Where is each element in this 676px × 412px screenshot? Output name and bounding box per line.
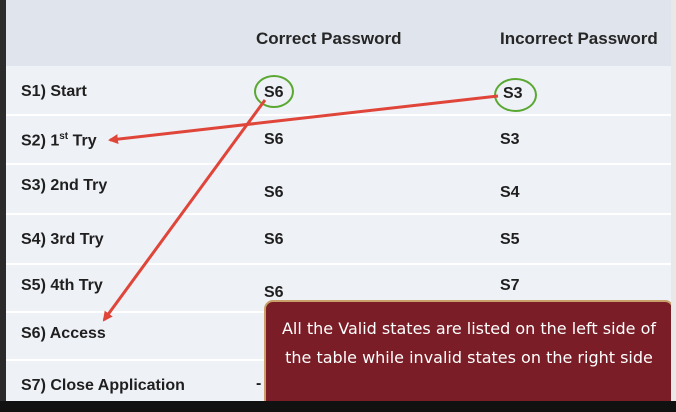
right-border [671, 0, 676, 412]
table-header: Correct Password Incorrect Password [6, 0, 671, 66]
callout-box: All the Valid states are listed on the l… [264, 300, 674, 412]
state-label: S6) Access [21, 325, 106, 342]
state-label: S5) 4th Try [21, 277, 103, 294]
header-correct-password: Correct Password [256, 29, 402, 48]
state-label: S3) 2nd Try [21, 177, 108, 194]
state-label: S7) Close Application [21, 377, 185, 394]
header-incorrect-password: Incorrect Password [500, 29, 658, 48]
state-label: S2) 1st Try [21, 131, 97, 150]
state-label: S4) 3rd Try [21, 231, 104, 248]
correct-cell: S6 [264, 131, 284, 148]
bottom-border [0, 401, 676, 412]
incorrect-cell: S5 [500, 231, 520, 248]
left-border [0, 0, 6, 412]
arrow-to-first-try [108, 94, 499, 145]
correct-cell: S6 [264, 184, 284, 201]
table-row-s4: S4) 3rd Try S6 S5 [6, 215, 671, 265]
correct-s6-highlight-circle [254, 75, 294, 108]
arrow-to-access [102, 99, 267, 322]
incorrect-cell: S4 [500, 184, 520, 201]
correct-cell: S6 [264, 231, 284, 248]
correct-cell: - [256, 375, 262, 392]
incorrect-cell: S7 [500, 277, 520, 294]
callout-text: All the Valid states are listed on the l… [281, 319, 657, 367]
correct-cell: S6 [264, 284, 284, 301]
state-label: S1) Start [21, 83, 87, 100]
table-row-s3: S3) 2nd Try S6 S4 [6, 165, 671, 215]
incorrect-cell: S3 [500, 131, 520, 148]
